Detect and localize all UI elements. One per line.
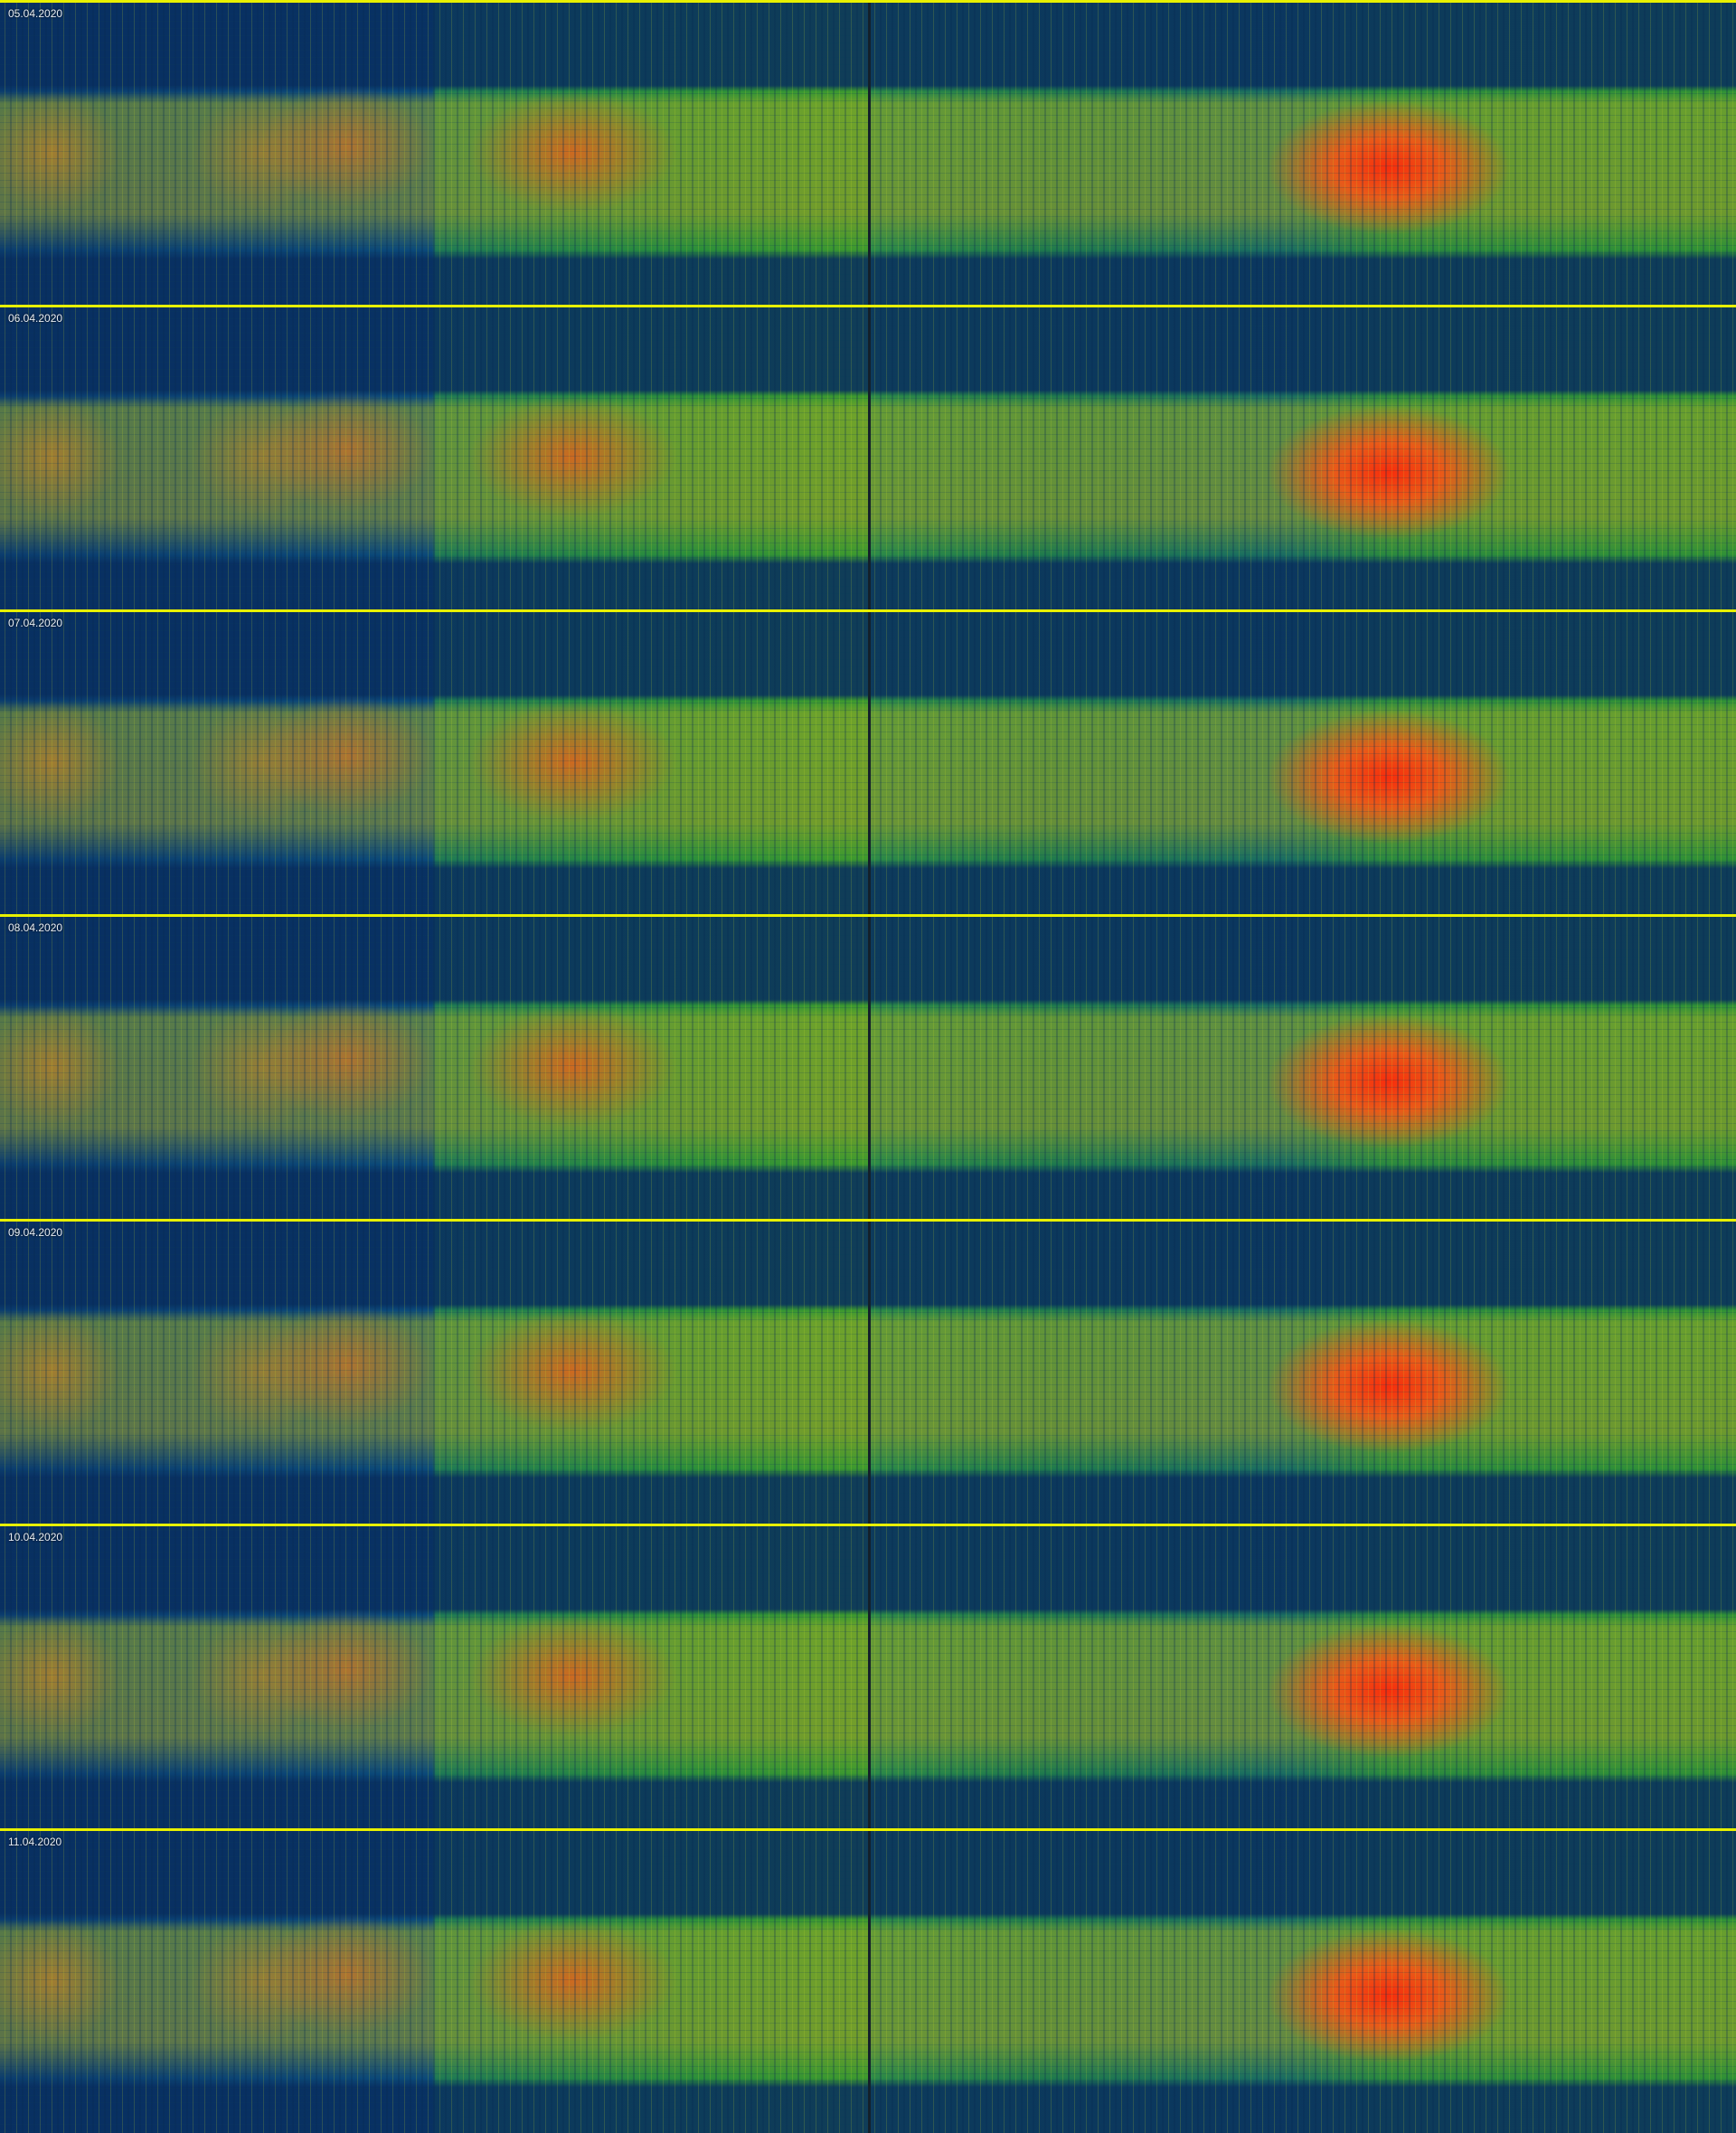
center-divider	[868, 914, 871, 1219]
day-panel: 05.04.2020	[0, 0, 1736, 305]
day-panel: 07.04.2020	[0, 609, 1736, 914]
panel-separator	[0, 1219, 1736, 1222]
panel-separator	[0, 609, 1736, 612]
panel-separator	[0, 0, 1736, 3]
date-label: 08.04.2020	[8, 921, 63, 934]
date-label: 11.04.2020	[8, 1836, 62, 1848]
panel-separator	[0, 914, 1736, 917]
date-label: 05.04.2020	[8, 7, 63, 20]
date-label: 10.04.2020	[8, 1531, 63, 1543]
date-label: 07.04.2020	[8, 617, 63, 629]
center-divider	[868, 305, 871, 609]
day-panel: 09.04.2020	[0, 1219, 1736, 1524]
center-divider	[868, 1524, 871, 1828]
panel-separator	[0, 1524, 1736, 1526]
center-divider	[868, 1219, 871, 1524]
date-label: 06.04.2020	[8, 312, 63, 325]
center-divider	[868, 1828, 871, 2133]
panel-separator	[0, 1828, 1736, 1831]
day-panel: 10.04.2020	[0, 1524, 1736, 1828]
center-divider	[868, 0, 871, 305]
date-label: 09.04.2020	[8, 1226, 63, 1239]
panel-separator	[0, 305, 1736, 307]
center-divider	[868, 609, 871, 914]
day-panel: 06.04.2020	[0, 305, 1736, 609]
day-panel: 08.04.2020	[0, 914, 1736, 1219]
day-panel: 11.04.2020	[0, 1828, 1736, 2133]
